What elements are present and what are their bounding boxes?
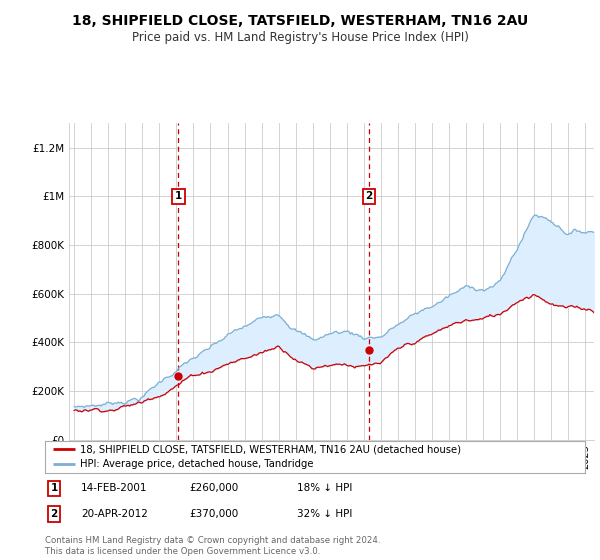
Text: 18% ↓ HPI: 18% ↓ HPI [297, 483, 352, 493]
Text: £260,000: £260,000 [189, 483, 238, 493]
Text: 32% ↓ HPI: 32% ↓ HPI [297, 509, 352, 519]
Text: 2: 2 [50, 509, 58, 519]
Text: 18, SHIPFIELD CLOSE, TATSFIELD, WESTERHAM, TN16 2AU (detached house): 18, SHIPFIELD CLOSE, TATSFIELD, WESTERHA… [80, 445, 461, 455]
Text: 2: 2 [365, 191, 373, 201]
Text: £370,000: £370,000 [189, 509, 238, 519]
Text: 1: 1 [175, 191, 182, 201]
Text: 20-APR-2012: 20-APR-2012 [81, 509, 148, 519]
Text: HPI: Average price, detached house, Tandridge: HPI: Average price, detached house, Tand… [80, 459, 314, 469]
Text: Price paid vs. HM Land Registry's House Price Index (HPI): Price paid vs. HM Land Registry's House … [131, 31, 469, 44]
Text: 1: 1 [50, 483, 58, 493]
Text: Contains HM Land Registry data © Crown copyright and database right 2024.
This d: Contains HM Land Registry data © Crown c… [45, 536, 380, 556]
Text: 18, SHIPFIELD CLOSE, TATSFIELD, WESTERHAM, TN16 2AU: 18, SHIPFIELD CLOSE, TATSFIELD, WESTERHA… [72, 14, 528, 28]
Text: 14-FEB-2001: 14-FEB-2001 [81, 483, 148, 493]
